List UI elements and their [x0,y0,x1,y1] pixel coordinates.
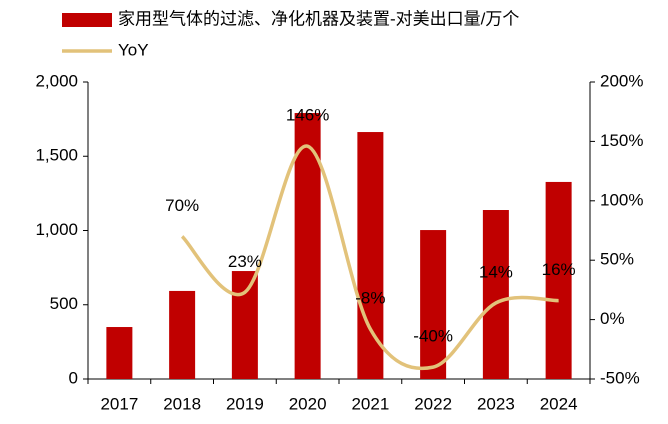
x-tick-label: 2019 [226,394,264,413]
x-tick-label: 2017 [100,394,138,413]
bar [482,210,509,379]
data-label: 70% [165,196,199,215]
y2-tick-label: 150% [600,131,643,150]
bar [420,230,447,379]
x-tick-label: 2023 [477,394,515,413]
bar [545,181,572,379]
y2-tick-label: 100% [600,190,643,209]
data-label: 14% [479,262,513,281]
x-tick-label: 2024 [540,394,578,413]
y-tick-label: 1,500 [35,146,78,165]
y-tick-label: 500 [50,294,78,313]
bar [106,327,133,379]
data-label: 23% [228,252,262,271]
bar [357,132,384,379]
data-label: -40% [413,327,453,346]
bar [231,271,258,379]
data-label: -8% [355,289,385,308]
x-tick-label: 2021 [351,394,389,413]
legend-label: YoY [118,40,149,59]
data-label: 146% [286,106,329,125]
x-tick-label: 2022 [414,394,452,413]
y-tick-label: 0 [69,368,78,387]
y2-tick-label: 200% [600,71,643,90]
y2-tick-label: 0% [600,309,625,328]
legend-swatch [62,13,112,27]
y-tick-label: 2,000 [35,71,78,90]
x-tick-label: 2020 [289,394,327,413]
y2-tick-label: 50% [600,250,634,269]
y-tick-label: 1,000 [35,220,78,239]
x-tick-label: 2018 [163,394,201,413]
line [180,144,559,371]
legend-label: 家用型气体的过滤、净化机器及装置-对美出口量/万个 [118,9,519,28]
data-label: 16% [542,260,576,279]
bar [169,290,196,379]
y2-tick-label: -50% [600,368,640,387]
